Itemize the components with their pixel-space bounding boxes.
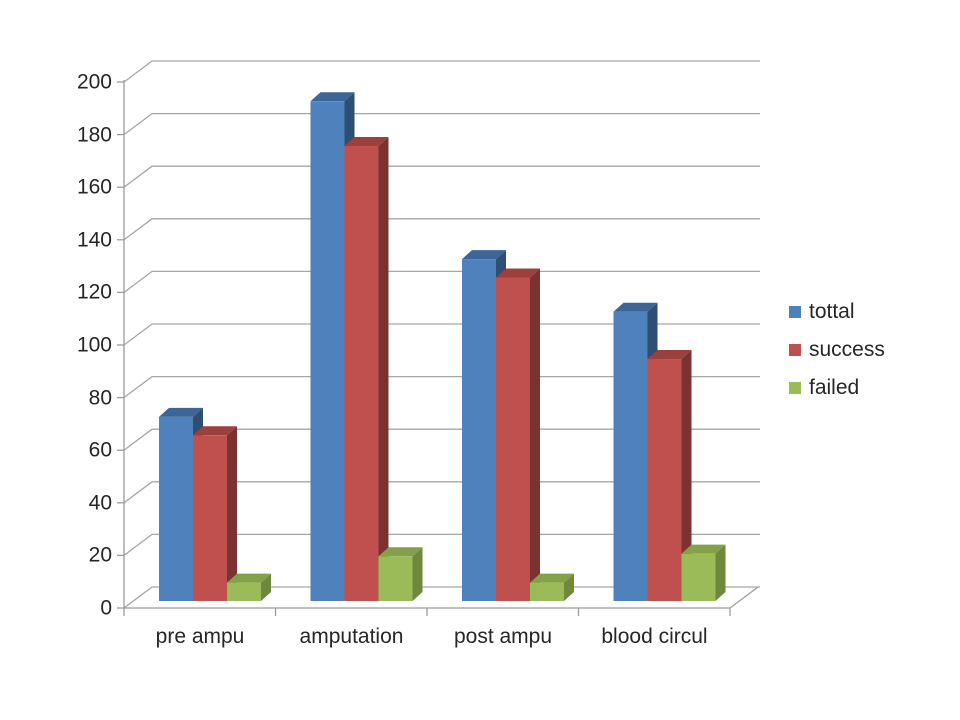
x-axis-category-label: pre ampu — [155, 625, 245, 648]
legend-label: tottal — [809, 300, 855, 323]
y-axis-tick-label: 80 — [88, 386, 112, 410]
legend-label: success — [809, 338, 885, 361]
y-axis-tick-label: 100 — [76, 333, 112, 357]
y-axis-tick-label: 60 — [88, 438, 112, 462]
x-axis-category-label: blood circul — [601, 625, 708, 648]
y-axis-tick-label: 20 — [88, 543, 112, 567]
y-axis-tick-label: 200 — [76, 70, 112, 94]
legend: tottal success failed — [789, 301, 885, 415]
legend-label: failed — [809, 376, 860, 399]
y-axis-tick-label: 0 — [100, 596, 112, 620]
x-axis-category-label: amputation — [299, 625, 404, 648]
legend-item-success: success — [789, 339, 885, 360]
y-axis-tick-label: 140 — [76, 228, 112, 252]
y-axis-tick-label: 160 — [76, 175, 112, 199]
legend-item-tottal: tottal — [789, 301, 885, 322]
x-axis-category-label: post ampu — [453, 625, 553, 648]
y-axis-tick-label: 40 — [88, 491, 112, 515]
y-axis-tick-label: 180 — [76, 123, 112, 147]
y-axis-tick-label: 120 — [76, 280, 112, 304]
legend-swatch-tottal — [789, 305, 801, 318]
legend-swatch-success — [789, 343, 801, 356]
legend-swatch-failed — [789, 381, 801, 394]
legend-item-failed: failed — [789, 377, 885, 398]
